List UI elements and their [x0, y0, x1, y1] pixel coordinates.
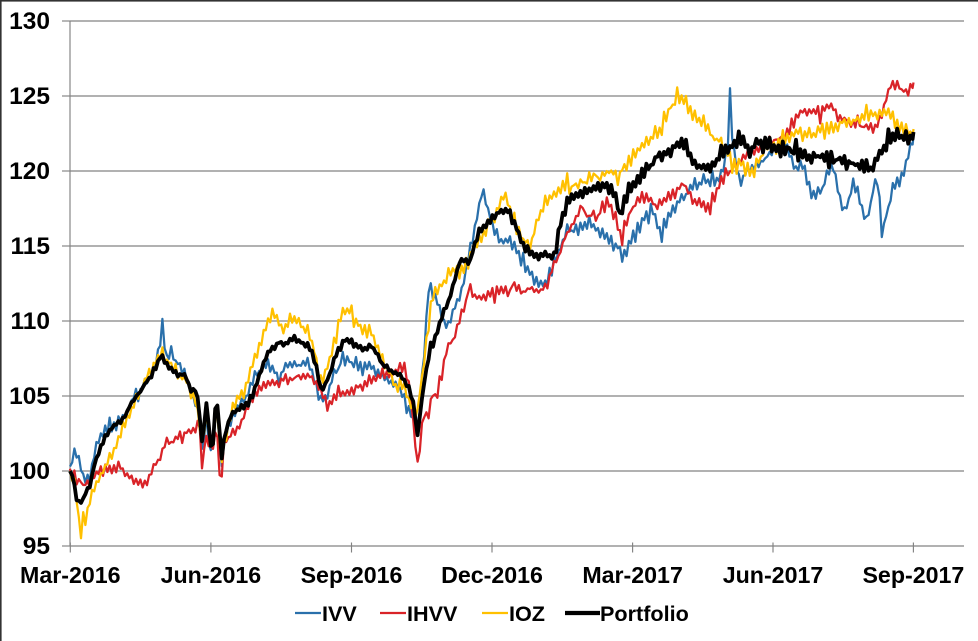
svg-text:125: 125 — [9, 83, 50, 110]
svg-text:100: 100 — [9, 458, 50, 485]
svg-text:Jun-2016: Jun-2016 — [161, 562, 262, 588]
svg-text:130: 130 — [9, 8, 50, 35]
svg-text:Mar-2016: Mar-2016 — [20, 562, 121, 588]
svg-text:105: 105 — [9, 383, 50, 410]
svg-text:Sep-2017: Sep-2017 — [862, 562, 964, 588]
svg-text:Sep-2016: Sep-2016 — [301, 562, 403, 588]
svg-text:Portfolio: Portfolio — [600, 601, 689, 626]
svg-text:IOZ: IOZ — [509, 601, 545, 626]
svg-text:Dec-2016: Dec-2016 — [441, 562, 543, 588]
svg-text:Mar-2017: Mar-2017 — [582, 562, 683, 588]
svg-text:IVV: IVV — [322, 601, 357, 626]
svg-text:115: 115 — [10, 233, 50, 260]
svg-text:IHVV: IHVV — [407, 601, 458, 626]
svg-text:120: 120 — [9, 158, 50, 185]
svg-text:110: 110 — [10, 308, 50, 335]
svg-text:95: 95 — [23, 533, 50, 560]
svg-text:Jun-2017: Jun-2017 — [723, 562, 824, 588]
